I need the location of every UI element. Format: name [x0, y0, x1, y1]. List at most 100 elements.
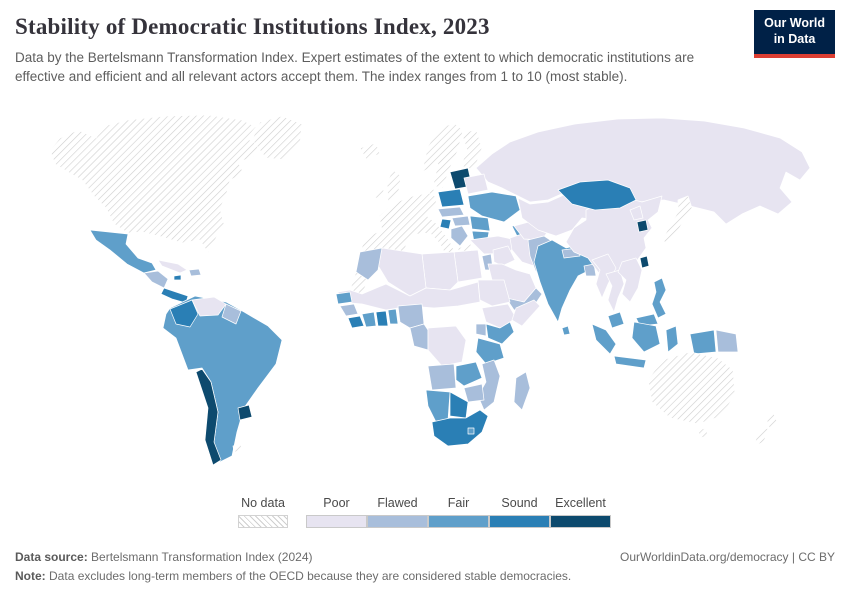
data-source-line: Data source: Bertelsmann Transformation …: [15, 548, 313, 567]
region-indonesia[interactable]: [591, 321, 717, 369]
region-cuba[interactable]: [157, 259, 188, 274]
legend-item-swatch: [550, 515, 611, 528]
legend-item-flawed[interactable]: Flawed: [367, 496, 428, 528]
region-drc[interactable]: [427, 325, 467, 367]
data-source-label: Data source:: [15, 549, 88, 564]
region-taiwan[interactable]: [639, 255, 650, 269]
region-somalia[interactable]: [511, 299, 541, 327]
legend-categories: Poor Flawed Fair Sound Excellent: [306, 496, 611, 528]
region-ghana[interactable]: [375, 310, 389, 327]
region-cote-divoire[interactable]: [361, 311, 377, 328]
region-uk-ireland[interactable]: [374, 169, 402, 203]
region-poland[interactable]: [437, 188, 465, 208]
region-australia[interactable]: [647, 351, 736, 439]
region-russia[interactable]: [475, 117, 811, 225]
legend-item-label: Poor: [323, 496, 350, 510]
map-legend: No data Poor Flawed Fair Sound Excellent: [238, 496, 611, 528]
region-north-korea[interactable]: [629, 205, 644, 221]
region-balkans[interactable]: [450, 225, 469, 247]
owid-logo[interactable]: Our World in Data: [754, 10, 835, 59]
owid-logo-line2: in Data: [773, 31, 816, 46]
region-czech-slovakia[interactable]: [437, 206, 465, 218]
region-hispaniola[interactable]: [188, 268, 202, 277]
legend-item-sound[interactable]: Sound: [489, 496, 550, 528]
region-japan[interactable]: [661, 195, 693, 245]
note-label: Note:: [15, 568, 46, 583]
region-jamaica[interactable]: [173, 274, 182, 281]
legend-no-data-label: No data: [241, 496, 285, 510]
region-sudan[interactable]: [477, 279, 511, 307]
footer: Data source: Bertelsmann Transformation …: [15, 548, 835, 586]
region-lesotho[interactable]: [467, 427, 475, 435]
legend-item-swatch: [489, 515, 550, 528]
legend-item-label: Flawed: [377, 496, 418, 510]
region-libya[interactable]: [421, 251, 459, 291]
legend-item-swatch: [306, 515, 367, 528]
region-uruguay[interactable]: [237, 404, 253, 421]
region-sri-lanka[interactable]: [561, 325, 571, 336]
region-iceland[interactable]: [359, 142, 381, 160]
legend-no-data[interactable]: No data: [238, 496, 288, 528]
region-south-america[interactable]: [162, 295, 283, 463]
region-greenland[interactable]: [251, 115, 303, 161]
region-new-zealand[interactable]: [753, 413, 779, 447]
region-guinea[interactable]: [339, 303, 359, 317]
region-costa-rica-panama[interactable]: [160, 287, 189, 304]
region-zimbabwe[interactable]: [463, 383, 485, 403]
region-cameroon-gabon[interactable]: [409, 323, 429, 351]
region-tanzania[interactable]: [475, 337, 505, 365]
legend-item-swatch: [428, 515, 489, 528]
footer-note-row: Note: Data excludes long-term members of…: [15, 567, 835, 586]
world-map[interactable]: [30, 112, 820, 474]
region-madagascar[interactable]: [513, 371, 531, 411]
legend-item-poor[interactable]: Poor: [306, 496, 367, 528]
legend-no-data-swatch: [238, 515, 288, 528]
region-papua-new-guinea[interactable]: [715, 329, 739, 353]
legend-item-excellent[interactable]: Excellent: [550, 496, 611, 528]
region-iraq-syria[interactable]: [492, 245, 516, 267]
legend-item-fair[interactable]: Fair: [428, 496, 489, 528]
region-nigeria[interactable]: [397, 303, 425, 329]
region-sierra-leone-liberia[interactable]: [347, 315, 365, 329]
region-indochina[interactable]: [617, 257, 643, 303]
region-mexico[interactable]: [89, 229, 157, 274]
region-guyanas[interactable]: [221, 303, 242, 325]
header: Stability of Democratic Institutions Ind…: [15, 10, 835, 87]
owid-url-license[interactable]: OurWorldinData.org/democracy | CC BY: [620, 549, 835, 564]
region-colombia[interactable]: [169, 299, 199, 328]
region-myanmar[interactable]: [591, 253, 617, 299]
region-thailand[interactable]: [605, 269, 625, 313]
region-belarus[interactable]: [463, 173, 489, 195]
region-philippines[interactable]: [651, 277, 667, 319]
region-bangladesh[interactable]: [583, 263, 597, 277]
region-angola[interactable]: [427, 363, 457, 391]
region-central-america-north[interactable]: [143, 270, 169, 289]
data-source-link[interactable]: Bertelsmann Transformation Index (2024): [91, 549, 313, 564]
region-hungary[interactable]: [451, 215, 471, 227]
region-namibia[interactable]: [425, 389, 451, 423]
legend-item-label: Sound: [501, 496, 538, 510]
region-togo-benin[interactable]: [387, 308, 399, 325]
region-ukraine[interactable]: [467, 191, 521, 223]
region-kenya[interactable]: [485, 321, 515, 345]
region-senegal[interactable]: [335, 291, 353, 305]
region-south-korea[interactable]: [636, 219, 649, 233]
region-chile[interactable]: [195, 368, 222, 466]
region-uganda[interactable]: [475, 323, 487, 337]
region-south-africa[interactable]: [431, 409, 489, 447]
region-botswana[interactable]: [449, 391, 469, 419]
region-venezuela[interactable]: [191, 296, 227, 317]
page-subtitle: Data by the Bertelsmann Transformation I…: [15, 50, 695, 84]
region-mongolia[interactable]: [557, 179, 637, 211]
legend-item-label: Fair: [447, 496, 470, 510]
footer-source-row: Data source: Bertelsmann Transformation …: [15, 548, 835, 567]
region-zambia[interactable]: [455, 361, 483, 387]
region-croatia[interactable]: [439, 218, 452, 230]
region-egypt[interactable]: [453, 249, 483, 283]
region-falkland-islands[interactable]: [232, 444, 243, 453]
region-north-america[interactable]: [49, 114, 262, 254]
region-morocco[interactable]: [355, 247, 383, 281]
page-title: Stability of Democratic Institutions Ind…: [15, 14, 490, 39]
region-romania[interactable]: [469, 215, 491, 232]
